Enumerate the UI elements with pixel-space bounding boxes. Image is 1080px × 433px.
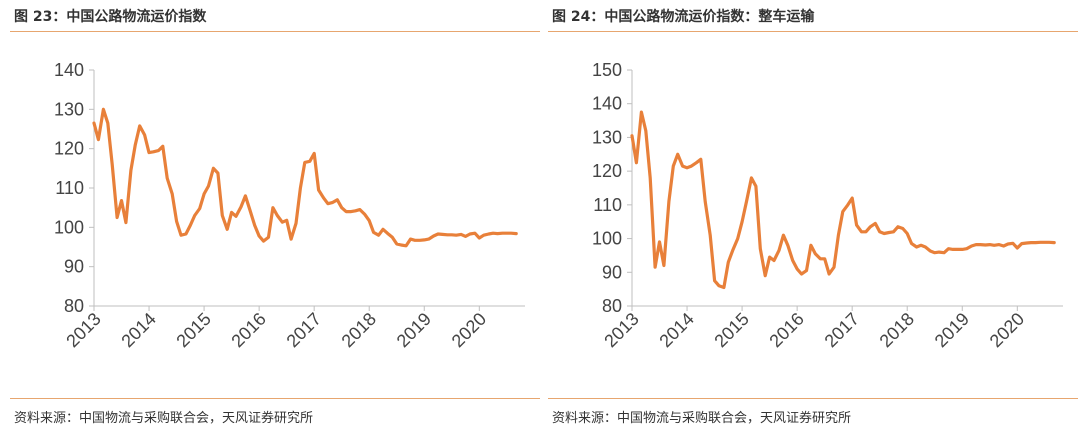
y-tick-label: 110 [55, 178, 84, 198]
title-rule [548, 31, 1078, 32]
y-tick-label: 90 [64, 257, 84, 277]
source-note: 资料来源：中国物流与采购联合会，天风证券研究所 [14, 411, 314, 426]
series-line [92, 107, 518, 248]
x-tick-label: 2018 [338, 309, 380, 351]
figure-title: 图 23：中国公路物流运价指数 [14, 9, 207, 25]
y-tick-label: 120 [592, 161, 622, 181]
x-tick-label: 2019 [393, 309, 435, 351]
x-tick-label: 2015 [172, 309, 214, 351]
source-note: 资料来源：中国物流与采购联合会，天风证券研究所 [552, 411, 852, 426]
y-tick-label: 120 [54, 139, 84, 159]
x-tick-label: 2016 [766, 309, 808, 351]
x-tick-label: 2014 [655, 309, 697, 351]
y-tick-label: 100 [54, 217, 84, 237]
x-tick-label: 2017 [283, 309, 325, 351]
x-tick-label: 2018 [876, 309, 918, 351]
x-tick-label: 2019 [931, 309, 973, 351]
source-rule [10, 398, 540, 399]
y-tick-label: 90 [602, 262, 622, 282]
y-tick-label: 130 [592, 127, 622, 147]
x-tick-label: 2015 [710, 309, 752, 351]
title-rule [10, 31, 540, 32]
source-rule [548, 398, 1078, 399]
y-tick-label: 80 [602, 296, 622, 316]
figure-title: 图 24：中国公路物流运价指数：整车运输 [552, 9, 815, 25]
chart-panel-left: 图 23：中国公路物流运价指数 80 90 100 110 120 130 140 2013 2… [10, 0, 540, 433]
y-tick-label: 100 [592, 229, 622, 249]
x-tick-label: 2020 [448, 309, 490, 351]
x-tick-label: 2017 [821, 309, 863, 351]
y-tick-label: 110 [593, 195, 622, 215]
y-tick-label: 150 [592, 60, 622, 80]
chart-panel-right: 图 24：中国公路物流运价指数：整车运输 80 90 100 110 120 130 140… [548, 0, 1078, 433]
x-tick-label: 2016 [228, 309, 270, 351]
y-tick-label: 80 [64, 296, 84, 316]
y-tick-label: 140 [592, 94, 622, 114]
x-tick-label: 2020 [986, 309, 1028, 351]
x-tick-label: 2014 [117, 309, 159, 351]
series-line [630, 110, 1056, 290]
y-tick-label: 130 [54, 99, 84, 119]
y-tick-label: 140 [54, 60, 84, 80]
